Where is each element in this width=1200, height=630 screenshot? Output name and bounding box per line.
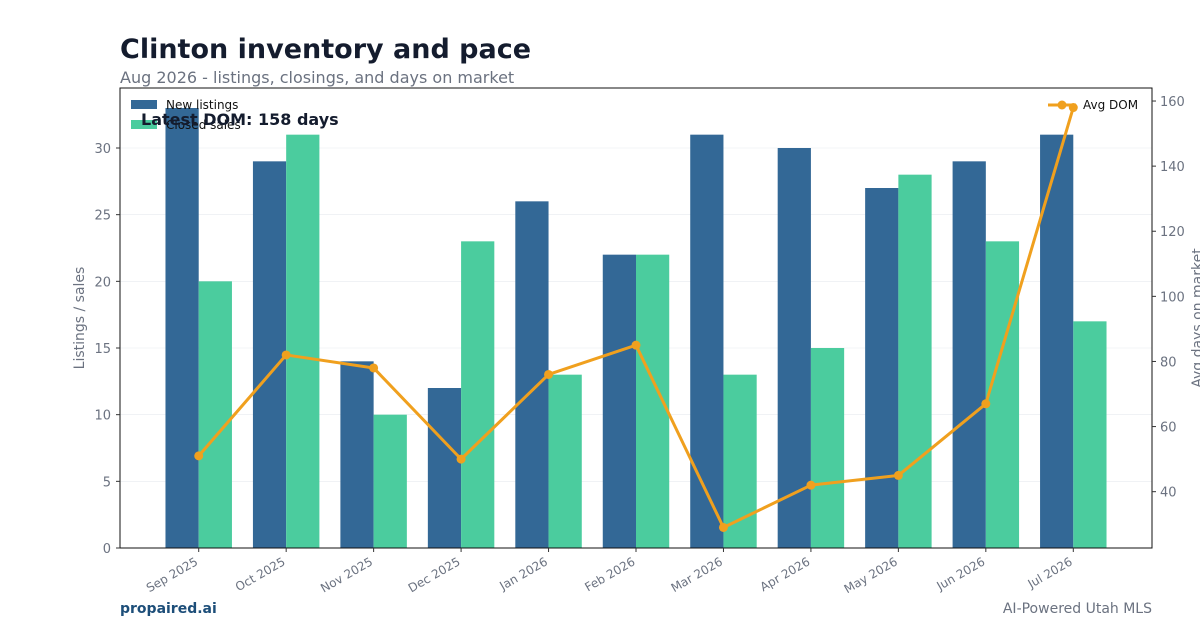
- y-tick-label: 0: [103, 542, 111, 557]
- x-tick-label: Mar 2026: [669, 554, 725, 595]
- point-avg-dom: [456, 454, 466, 464]
- x-tick-label: Jan 2026: [496, 554, 550, 593]
- bar-new-listings: [252, 161, 287, 549]
- bar-new-listings: [865, 188, 899, 548]
- bar-new-listings: [602, 254, 636, 548]
- point-avg-dom: [631, 340, 641, 350]
- x-tick-label: Jun 2026: [933, 554, 987, 593]
- x-tick-label: Feb 2026: [582, 554, 637, 594]
- bar-closed-sales: [810, 348, 845, 548]
- bar-closed-sales: [286, 134, 320, 548]
- x-tick-label: May 2026: [842, 554, 900, 596]
- point-avg-dom: [369, 363, 379, 373]
- bar-closed-sales: [898, 174, 932, 548]
- bar-new-listings: [427, 388, 462, 548]
- point-avg-dom: [806, 480, 816, 490]
- y-axis-label: Listings / sales: [72, 267, 88, 370]
- legend-label-new-listings: New listings: [166, 98, 238, 112]
- bar-closed-sales: [198, 281, 232, 548]
- y2-axis-label: Avg days on market: [1190, 248, 1200, 388]
- legend-swatch-new-listings: [131, 100, 157, 109]
- bar-new-listings: [340, 361, 374, 548]
- y-tick-label: 10: [94, 409, 111, 424]
- bar-new-listings: [690, 134, 724, 548]
- x-tick-label: Sep 2025: [144, 554, 200, 595]
- point-avg-dom: [544, 369, 554, 379]
- y2-tick-label: 140: [1160, 160, 1185, 175]
- bar-new-listings: [165, 108, 199, 548]
- chart-title: Clinton inventory and pace: [120, 34, 532, 65]
- legend-label-avg-dom: Avg DOM: [1083, 98, 1138, 112]
- latest-dom-annotation: Latest DOM: 158 days: [141, 110, 339, 129]
- bar-new-listings: [515, 201, 549, 549]
- point-avg-dom: [281, 350, 291, 360]
- point-avg-dom: [893, 470, 903, 480]
- bar-closed-sales: [985, 241, 1020, 549]
- y2-tick-label: 60: [1160, 421, 1177, 436]
- bar-closed-sales: [1073, 321, 1107, 548]
- y2-tick-label: 100: [1160, 290, 1185, 305]
- y2-tick-label: 80: [1160, 355, 1177, 370]
- bar-closed-sales: [548, 374, 582, 548]
- legend-swatch-closed-sales: [131, 120, 157, 129]
- x-tick-label: Jul 2026: [1025, 554, 1075, 591]
- legend-label-closed-sales: Closed sales: [166, 118, 241, 132]
- y-tick-label: 30: [94, 142, 111, 157]
- bar-new-listings: [1040, 134, 1074, 548]
- y2-tick-label: 120: [1160, 225, 1185, 240]
- point-avg-dom: [718, 522, 728, 532]
- chart-subtitle: Aug 2026 - listings, closings, and days …: [120, 68, 515, 87]
- x-tick-label: Dec 2025: [406, 554, 463, 595]
- brand-logo-text[interactable]: propaired.ai: [120, 601, 217, 617]
- x-tick-label: Apr 2026: [758, 554, 813, 594]
- y2-tick-label: 40: [1160, 486, 1177, 501]
- y-tick-label: 15: [94, 342, 111, 357]
- legend-marker-avg-dom: [1057, 100, 1067, 110]
- point-avg-dom: [194, 451, 204, 461]
- y-tick-label: 20: [94, 275, 111, 290]
- bar-new-listings: [777, 148, 811, 548]
- y-tick-label: 5: [103, 475, 111, 490]
- x-tick-label: Nov 2025: [318, 554, 375, 595]
- x-tick-label: Oct 2025: [233, 554, 288, 594]
- point-avg-dom: [981, 399, 991, 409]
- bar-closed-sales: [373, 414, 407, 548]
- bar-closed-sales: [461, 241, 495, 549]
- bar-closed-sales: [723, 374, 757, 548]
- y-tick-label: 25: [94, 209, 111, 224]
- footer-tagline: AI-Powered Utah MLS: [1002, 601, 1152, 617]
- y2-tick-label: 160: [1160, 95, 1185, 110]
- bar-new-listings: [952, 161, 986, 549]
